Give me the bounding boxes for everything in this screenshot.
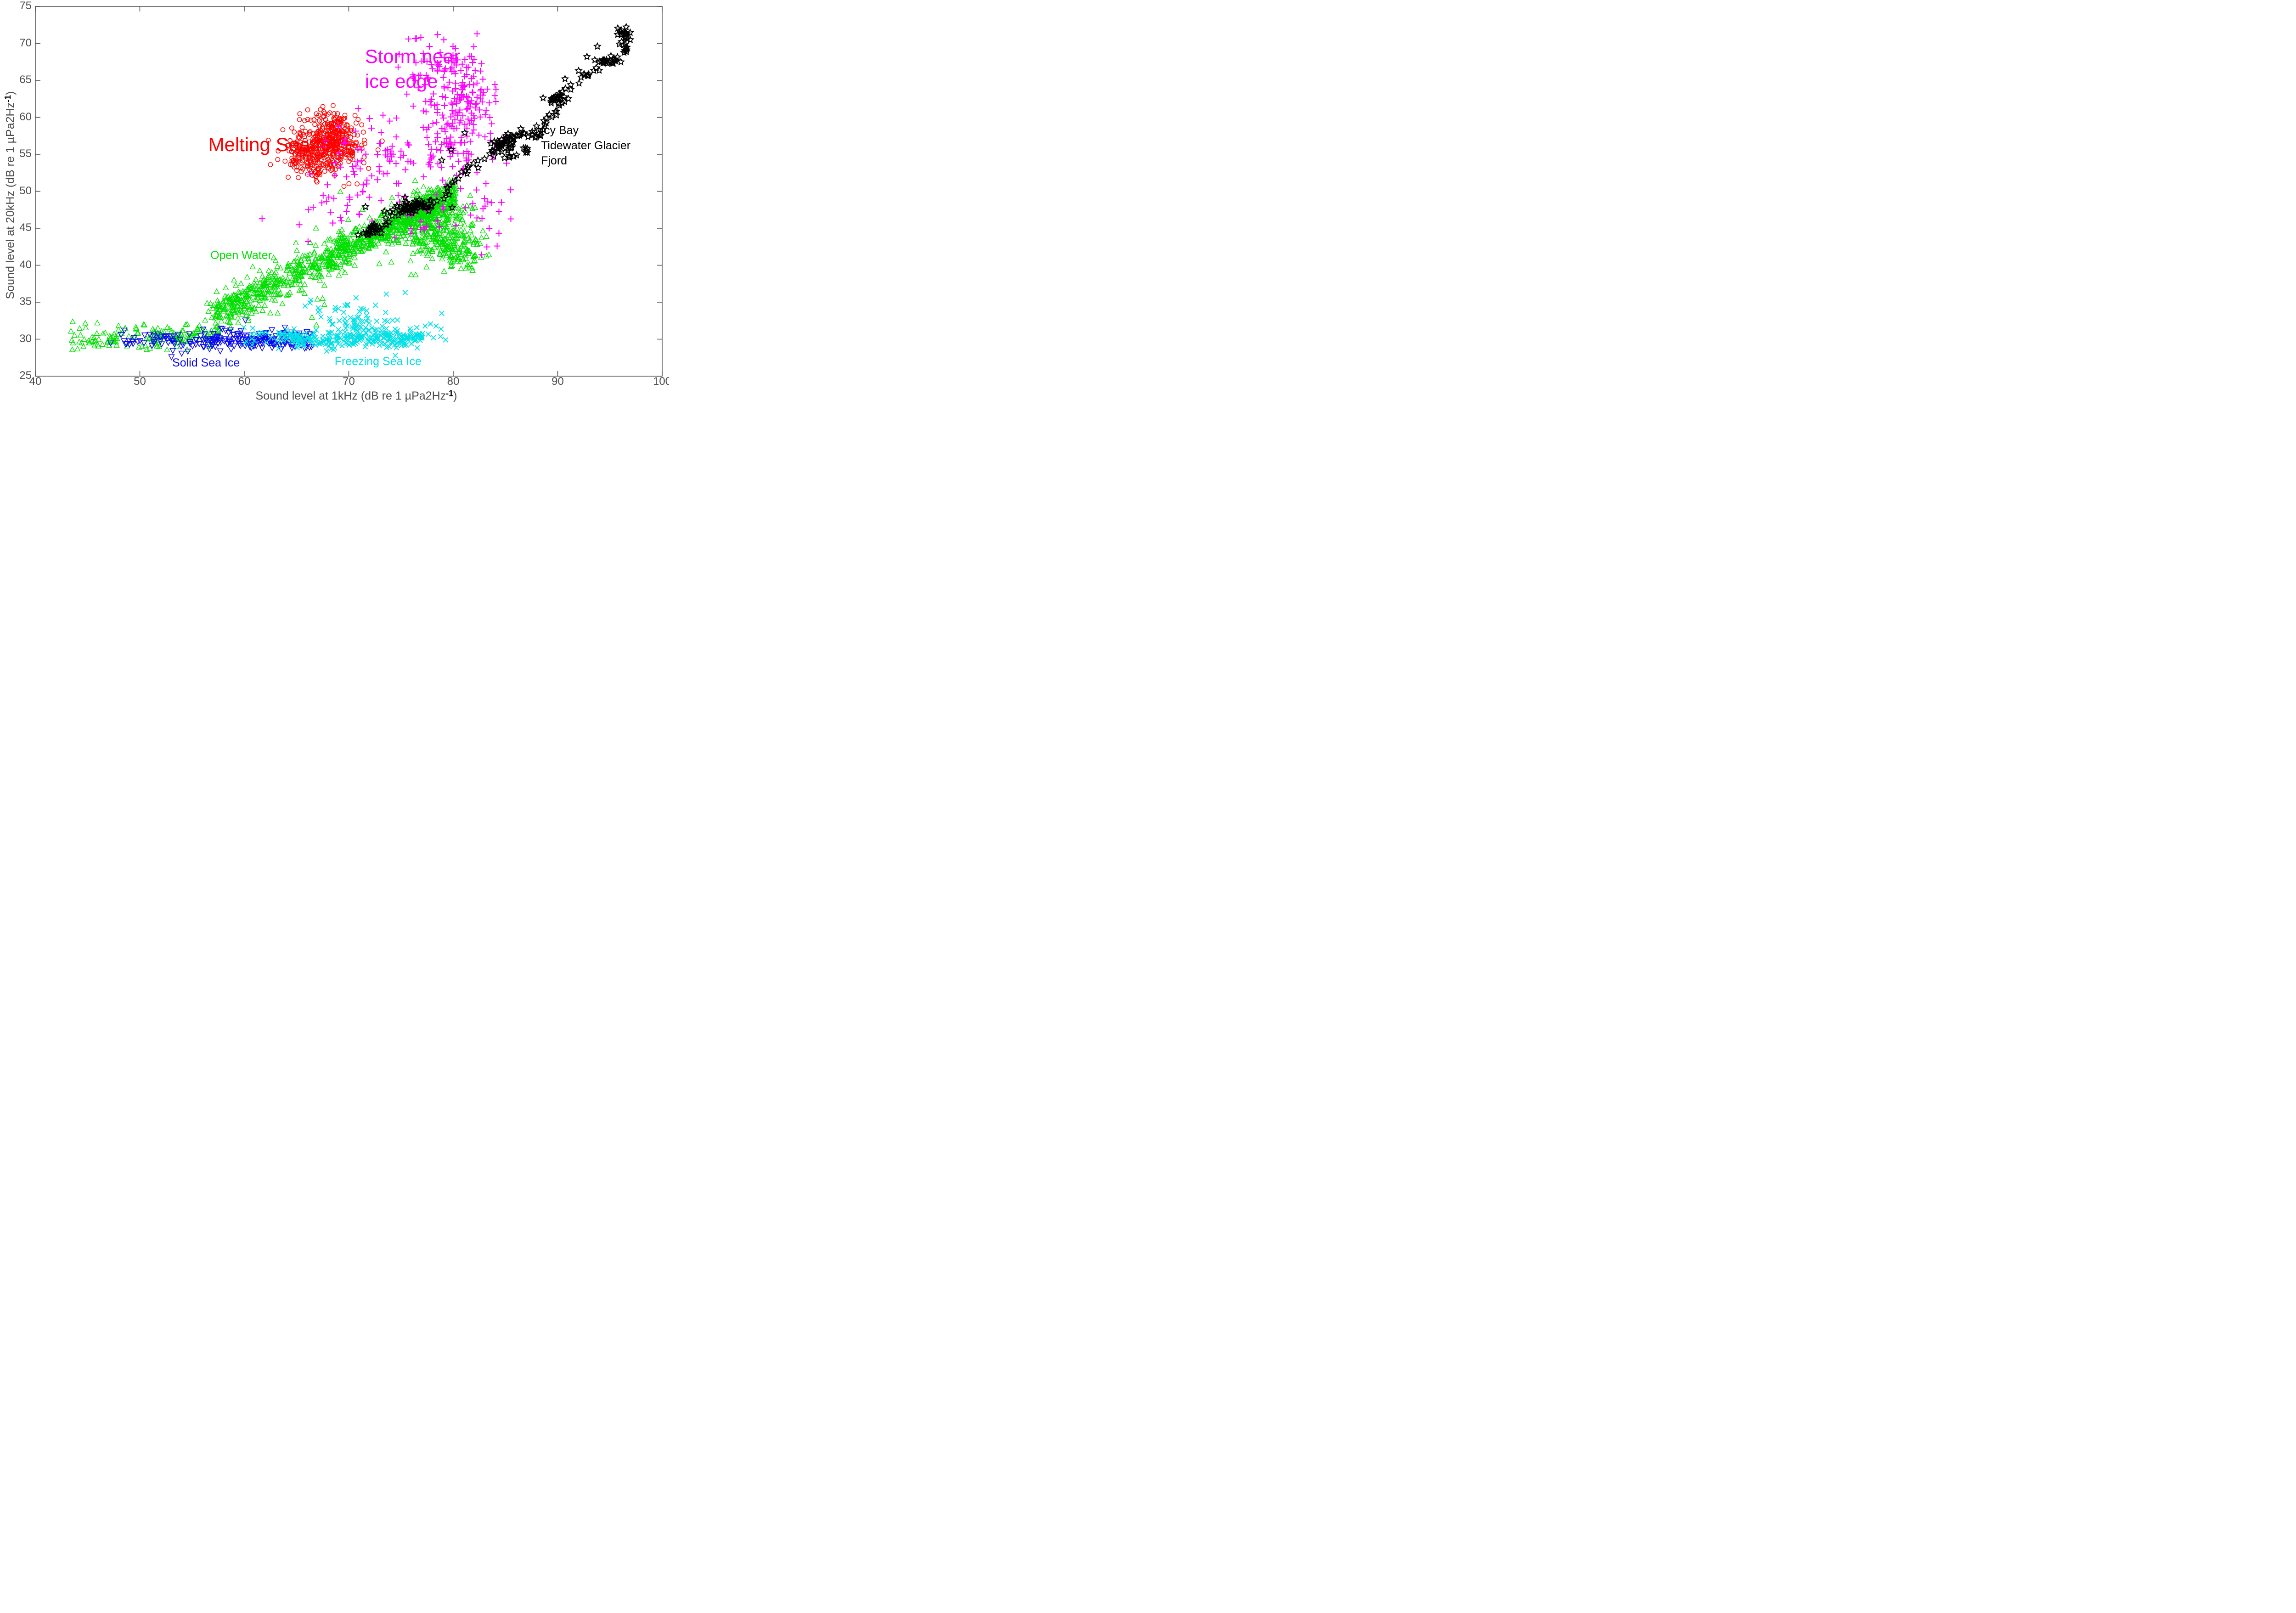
annotation-line: Melting Sea Ice xyxy=(208,133,342,155)
y-tick-label: 55 xyxy=(19,147,32,160)
x-tick-label: 40 xyxy=(29,375,42,388)
plot-canvas xyxy=(0,0,669,403)
y-axis-label: Sound level at 20kHz (dB re 1 µPa2Hz-1) xyxy=(3,91,17,299)
annotation-line: Icy Bay xyxy=(541,124,579,137)
x-tick-label: 70 xyxy=(343,375,355,388)
y-tick-label: 70 xyxy=(19,36,32,49)
x-tick-label: 60 xyxy=(238,375,251,388)
x-tick-label: 80 xyxy=(447,375,460,388)
y-tick-label: 45 xyxy=(19,221,32,234)
y-axis-label-close: ) xyxy=(4,91,17,95)
x-tick-label: 100 xyxy=(653,375,669,388)
annotation-line: Storm near xyxy=(365,45,461,68)
annotation-open-water: Open Water xyxy=(210,248,272,263)
annotation-line: Open Water xyxy=(210,249,272,262)
y-tick-label: 40 xyxy=(19,258,32,271)
annotation-line: ice edge xyxy=(365,70,438,92)
x-axis-label-close: ) xyxy=(453,389,457,402)
annotation-line: Tidewater Glacier xyxy=(541,139,631,152)
y-tick-label: 75 xyxy=(19,0,32,12)
x-axis-label-text: Sound level at 1kHz (dB re 1 µPa2Hz xyxy=(255,389,446,402)
x-axis-label-exponent: -1 xyxy=(446,389,454,398)
annotation-line: Solid Sea Ice xyxy=(172,356,240,369)
y-tick-label: 35 xyxy=(19,295,32,308)
annotation-storm-near-ice-edge: Storm near ice edge xyxy=(365,44,461,94)
y-tick-label: 50 xyxy=(19,184,32,197)
y-tick-label: 25 xyxy=(19,369,32,382)
annotation-line: Freezing Sea Ice xyxy=(334,355,422,368)
y-tick-label: 30 xyxy=(19,332,32,345)
x-tick-label: 90 xyxy=(551,375,564,388)
x-axis-label: Sound level at 1kHz (dB re 1 µPa2Hz-1) xyxy=(256,389,457,403)
x-tick-label: 50 xyxy=(134,375,146,388)
y-tick-label: 65 xyxy=(19,73,32,86)
y-axis-label-exponent: -1 xyxy=(3,95,12,102)
annotation-line: Fjord xyxy=(541,154,568,168)
y-tick-label: 60 xyxy=(19,110,32,123)
y-axis-label-text: Sound level at 20kHz (dB re 1 µPa2Hz xyxy=(4,102,17,299)
annotation-freezing-sea-ice: Freezing Sea Ice xyxy=(335,354,422,369)
annotation-melting-sea-ice: Melting Sea Ice xyxy=(208,132,342,157)
scatter-figure: 25 30 35 40 45 50 55 60 65 70 75 40 50 60 70 80 90 100 S… xyxy=(0,0,669,403)
annotation-solid-sea-ice: Solid Sea Ice xyxy=(172,355,240,371)
annotation-icy-bay-tidewater-glacier-fjord: Icy Bay Tidewater Glacier Fjord xyxy=(541,123,630,169)
